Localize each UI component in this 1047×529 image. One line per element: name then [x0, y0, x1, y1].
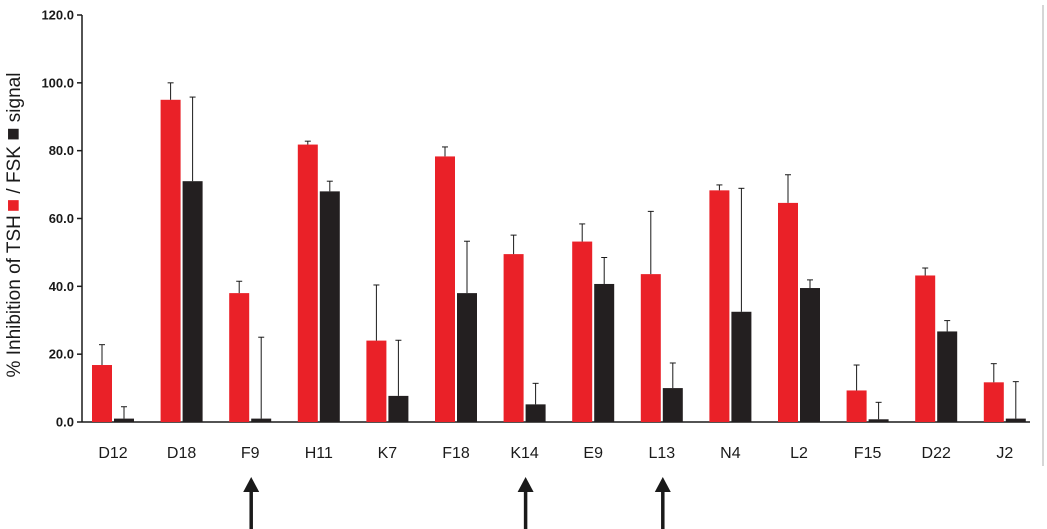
bar-fsk-k7: [388, 395, 409, 422]
bar-tsh-l13: [640, 274, 661, 422]
arrow-f9: [243, 477, 260, 529]
bar-fsk-f18: [457, 293, 477, 422]
bar-tsh-n4: [709, 190, 730, 422]
y-tick-label: 80.0: [49, 143, 74, 158]
arrow-head: [517, 477, 534, 492]
y-tick-label: 20.0: [49, 347, 74, 362]
bar-fsk-f15: [868, 419, 889, 422]
y-tick-label: 100.0: [41, 75, 74, 90]
y-axis: 0.0 20.0 40.0 60.0 80.0 100.0 120.0: [41, 8, 83, 430]
bar-fsk-n4: [731, 311, 752, 422]
x-tick-label: L2: [790, 445, 808, 462]
bar-fsk-e9: [594, 283, 615, 422]
bar-tsh-d18: [160, 99, 181, 423]
x-tick-label: F18: [442, 445, 470, 462]
bars: [92, 99, 1026, 423]
bar-tsh-k14: [503, 254, 524, 422]
bar-fsk-k14: [525, 404, 546, 422]
x-tick-label: N4: [720, 445, 741, 462]
x-tick-label: J2: [996, 445, 1013, 462]
bar-fsk-f9: [251, 418, 272, 422]
bar-tsh-f18: [435, 156, 455, 422]
x-tick-label: D18: [167, 445, 196, 462]
error-bars: [99, 82, 1019, 420]
bar-fsk-d12: [114, 418, 134, 422]
bar-fsk-d18: [182, 181, 203, 422]
y-label-part-1: % Inhibition of TSH: [4, 215, 25, 377]
bar-fsk-l13: [662, 388, 683, 422]
x-tick-label: K7: [378, 445, 398, 462]
y-label-part-3: signal: [4, 73, 25, 128]
x-tick-label: D22: [922, 445, 951, 462]
x-tick-label: D12: [98, 445, 127, 462]
x-tick-label: K14: [510, 445, 539, 462]
x-tick-label: L13: [648, 445, 675, 462]
x-tick-label: F9: [241, 445, 260, 462]
bar-tsh-d22: [915, 275, 936, 422]
tsh-legend-swatch: ■: [0, 199, 25, 212]
arrow-k14: [517, 477, 534, 529]
category-labels: D12 D18 F9 H11 K7 F18 K14 E9 L13 N4 L2 F15 D22 J2: [98, 445, 1013, 462]
bar-tsh-f15: [846, 390, 867, 422]
y-label-part-2: / FSK: [4, 141, 25, 199]
y-tick-label: 120.0: [41, 8, 74, 23]
bar-tsh-j2: [983, 382, 1004, 422]
arrow-head: [654, 477, 671, 492]
bar-fsk-d22: [937, 331, 958, 422]
bar-tsh-d12: [92, 365, 112, 422]
y-tick-label: 0.0: [56, 415, 74, 430]
bar-tsh-l2: [778, 202, 798, 422]
bar-tsh-k7: [366, 340, 387, 422]
bar-tsh-e9: [572, 241, 593, 422]
x-tick-label: E9: [583, 445, 603, 462]
fsk-legend-swatch: ■: [0, 127, 25, 140]
arrow-head: [243, 477, 260, 492]
arrow-l13: [654, 477, 671, 529]
bar-fsk-j2: [1005, 418, 1026, 422]
bar-fsk-l2: [800, 288, 820, 422]
y-axis-label: % Inhibition of TSH ■ / FSK ■ signal: [0, 73, 25, 378]
y-tick-label: 40.0: [49, 279, 74, 294]
x-tick-label: H11: [305, 445, 333, 462]
bar-fsk-h11: [319, 191, 340, 422]
y-tick-label: 60.0: [49, 211, 74, 226]
arrows: [243, 477, 671, 529]
bar-tsh-f9: [229, 293, 250, 422]
bar-tsh-h11: [297, 144, 318, 423]
x-tick-label: F15: [854, 445, 882, 462]
